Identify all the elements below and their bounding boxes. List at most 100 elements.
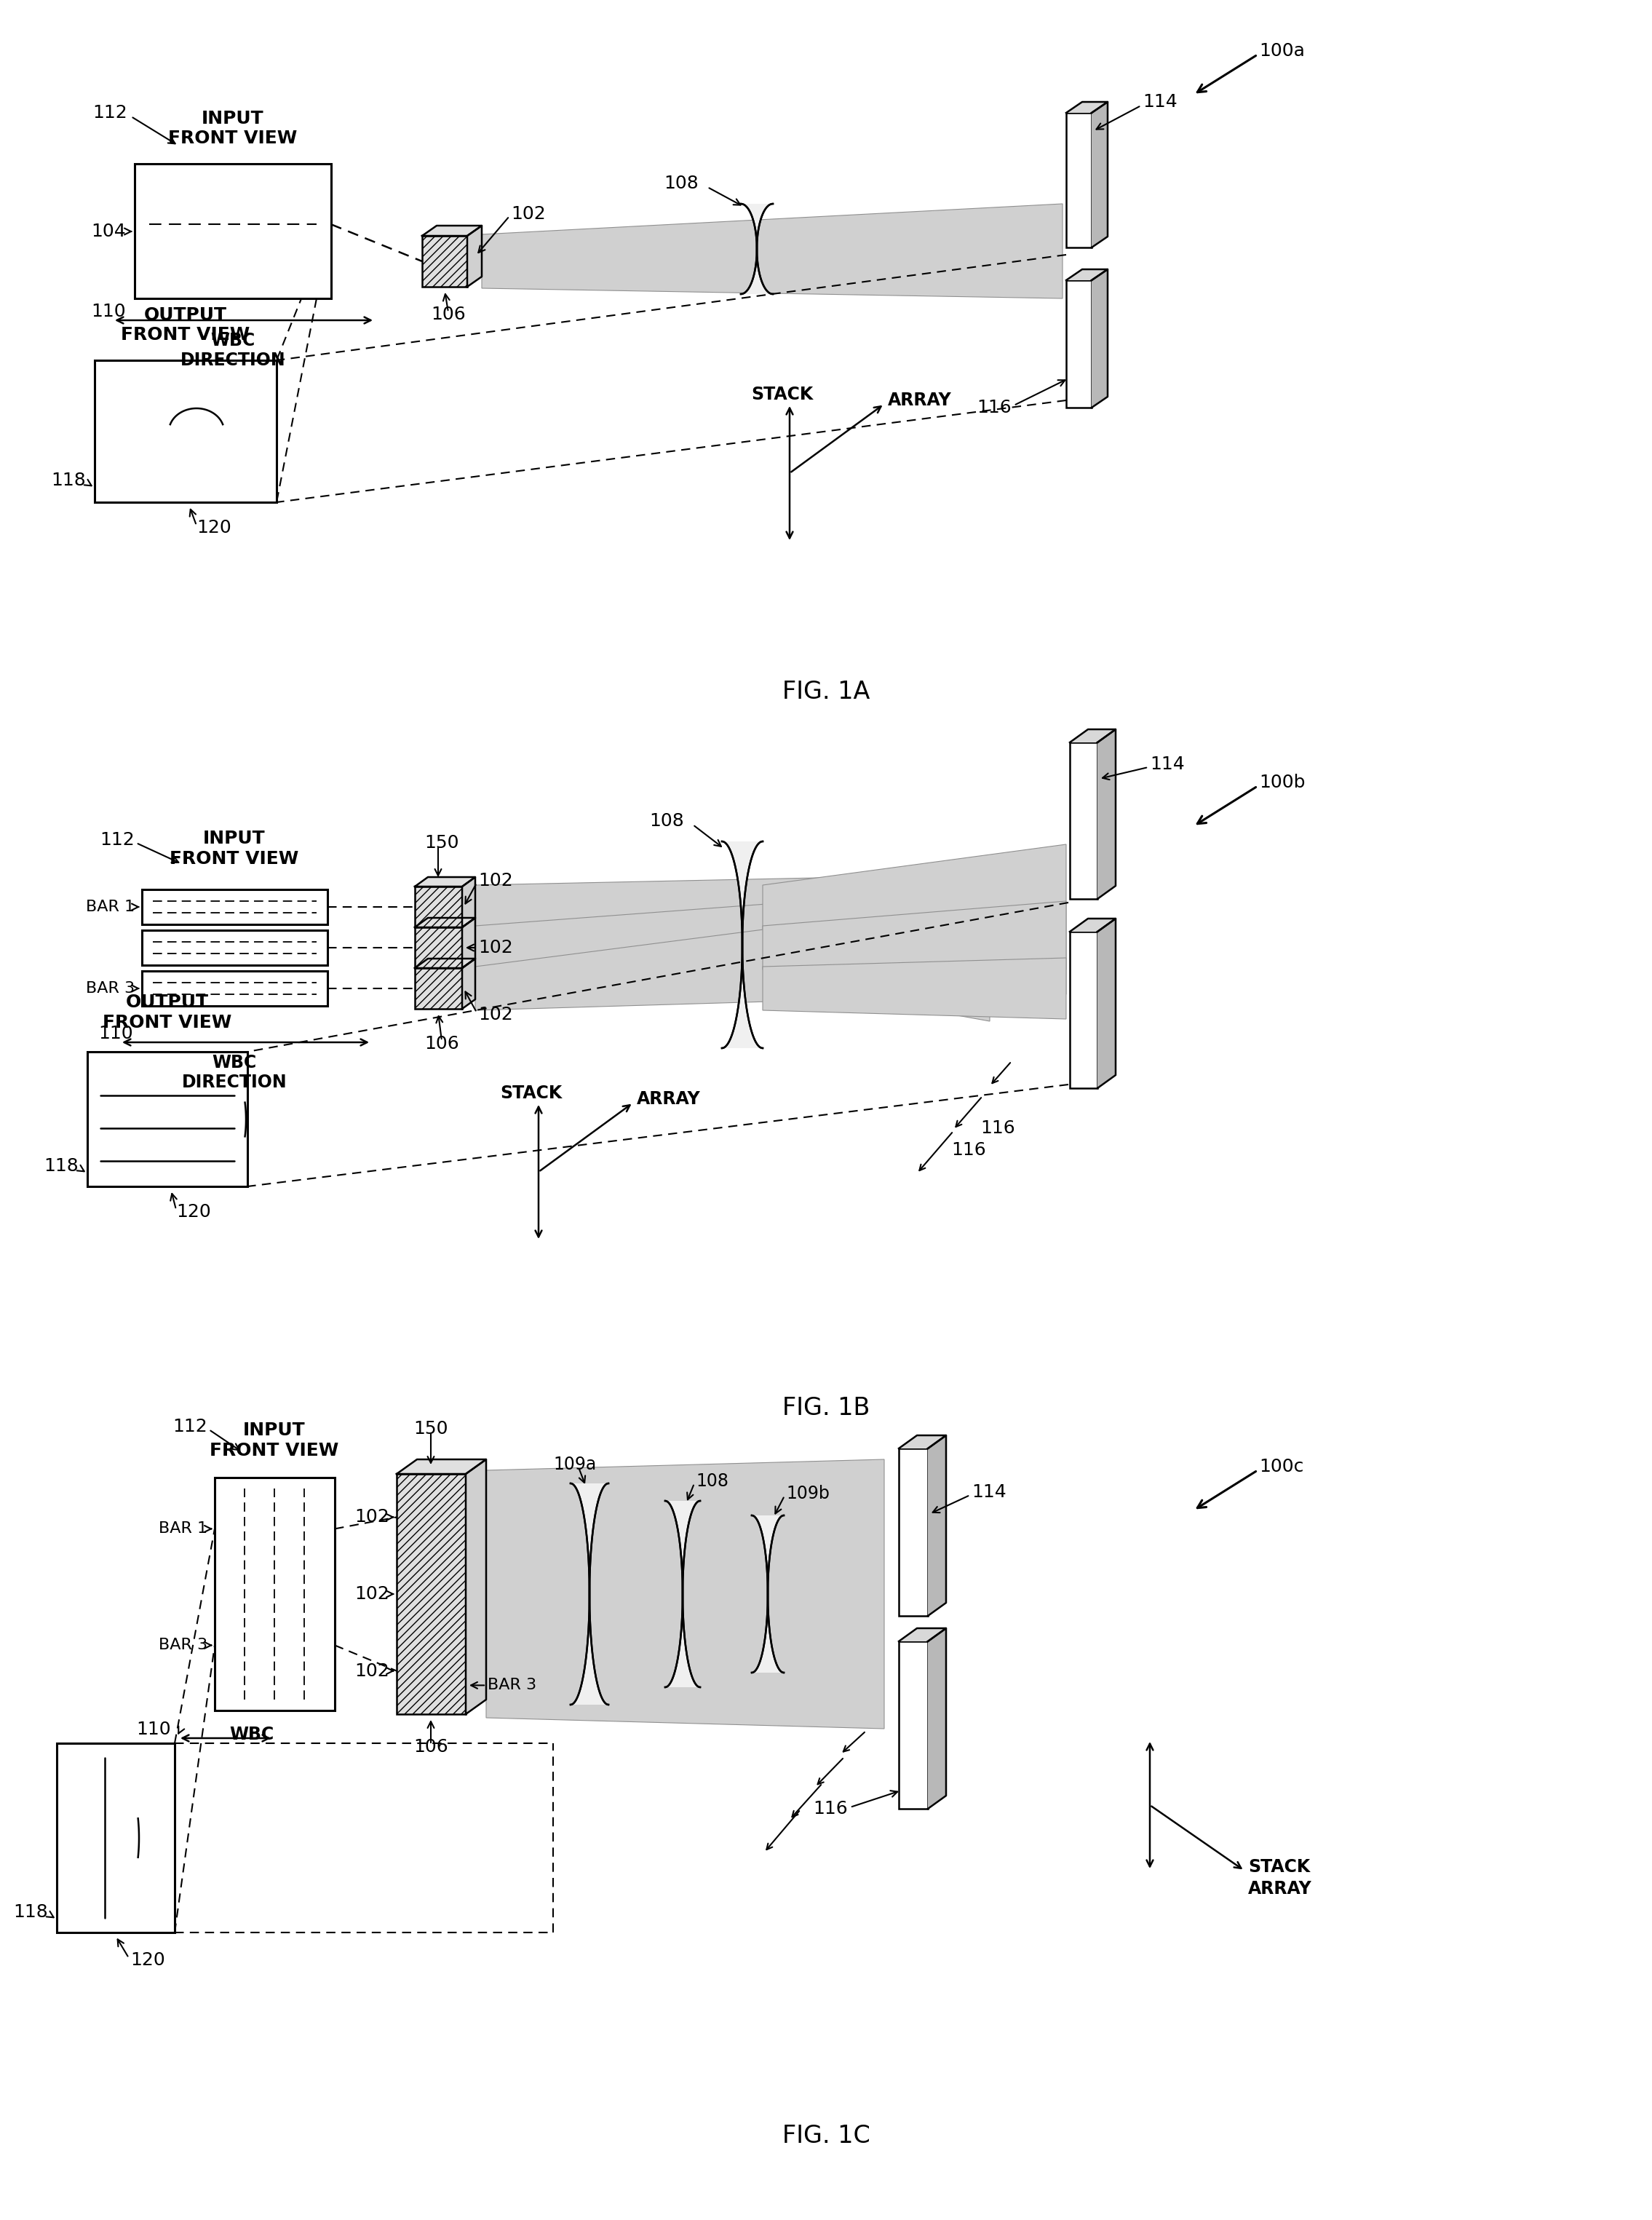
Text: FRONT VIEW: FRONT VIEW: [169, 129, 297, 147]
Bar: [1066, 280, 1092, 408]
Text: 104: 104: [91, 222, 126, 240]
Text: 106: 106: [425, 1035, 459, 1052]
Text: 120: 120: [197, 519, 231, 537]
Text: 114: 114: [1143, 93, 1178, 111]
Text: 100c: 100c: [1259, 1459, 1303, 1476]
Bar: [215, 1479, 335, 1709]
Polygon shape: [476, 875, 990, 1021]
Text: OUTPUT: OUTPUT: [126, 995, 208, 1010]
Text: OUTPUT: OUTPUT: [144, 306, 226, 324]
Text: WBC: WBC: [211, 1054, 256, 1072]
Text: BAR 3: BAR 3: [159, 1638, 208, 1652]
Polygon shape: [899, 1627, 947, 1641]
Text: 108: 108: [695, 1472, 729, 1490]
Text: ARRAY: ARRAY: [1249, 1880, 1312, 1898]
Polygon shape: [423, 226, 482, 235]
Polygon shape: [666, 1501, 700, 1687]
Text: 116: 116: [976, 400, 1011, 417]
Text: BAR 3: BAR 3: [86, 981, 134, 997]
Polygon shape: [763, 957, 1066, 1019]
Polygon shape: [396, 1459, 486, 1474]
Text: 112: 112: [173, 1419, 208, 1436]
Text: 116: 116: [813, 1800, 847, 1818]
Polygon shape: [1066, 269, 1107, 280]
Polygon shape: [466, 1459, 486, 1714]
Bar: [1066, 113, 1092, 246]
Text: STACK: STACK: [752, 386, 813, 404]
Text: 109a: 109a: [553, 1456, 596, 1474]
Text: 112: 112: [99, 830, 134, 848]
Bar: [134, 164, 330, 297]
Polygon shape: [570, 1483, 608, 1705]
Polygon shape: [476, 901, 990, 1010]
Text: BAR 1: BAR 1: [159, 1521, 208, 1536]
Bar: [56, 1743, 175, 1931]
Bar: [899, 1641, 928, 1809]
Bar: [396, 1474, 466, 1714]
Polygon shape: [740, 204, 773, 293]
Text: 106: 106: [431, 306, 466, 324]
Text: INPUT: INPUT: [203, 830, 266, 848]
Bar: [415, 968, 463, 1008]
Text: 102: 102: [477, 872, 512, 890]
Text: 114: 114: [1150, 755, 1184, 773]
Polygon shape: [928, 1436, 947, 1616]
Polygon shape: [463, 917, 476, 968]
Text: 102: 102: [477, 939, 512, 957]
Text: 116: 116: [981, 1119, 1016, 1137]
Bar: [415, 968, 463, 1008]
Text: FIG. 1A: FIG. 1A: [781, 679, 871, 704]
Bar: [1070, 932, 1097, 1088]
Polygon shape: [722, 841, 763, 1048]
Text: 102: 102: [355, 1663, 390, 1681]
Text: 102: 102: [355, 1507, 390, 1525]
Polygon shape: [415, 959, 476, 968]
Text: 100b: 100b: [1259, 775, 1305, 790]
Bar: [142, 890, 327, 924]
Polygon shape: [928, 1627, 947, 1809]
Text: 110: 110: [99, 1026, 134, 1043]
Polygon shape: [1092, 269, 1107, 408]
Text: STACK: STACK: [1249, 1858, 1310, 1876]
Bar: [423, 235, 468, 286]
Polygon shape: [1097, 730, 1115, 899]
Text: DIRECTION: DIRECTION: [182, 1074, 287, 1090]
Text: 109b: 109b: [786, 1485, 829, 1503]
Text: 120: 120: [131, 1951, 165, 1969]
Text: 150: 150: [425, 835, 459, 852]
Text: 112: 112: [93, 104, 127, 122]
Text: 102: 102: [355, 1585, 390, 1603]
Bar: [94, 360, 276, 502]
Polygon shape: [463, 959, 476, 1008]
Text: 118: 118: [45, 1157, 79, 1174]
Text: ARRAY: ARRAY: [636, 1090, 700, 1108]
Polygon shape: [468, 226, 482, 286]
Text: ARRAY: ARRAY: [887, 391, 952, 408]
Text: 118: 118: [51, 471, 86, 488]
Bar: [415, 886, 463, 928]
Text: 106: 106: [413, 1738, 448, 1756]
Text: BAR 1: BAR 1: [86, 899, 134, 915]
Text: FRONT VIEW: FRONT VIEW: [170, 850, 299, 868]
Text: STACK: STACK: [501, 1086, 562, 1101]
Bar: [415, 886, 463, 928]
Bar: [899, 1447, 928, 1616]
Text: 110: 110: [91, 302, 126, 320]
Text: WBC: WBC: [210, 333, 254, 349]
Text: 118: 118: [13, 1903, 48, 1920]
Bar: [423, 235, 468, 286]
Bar: [415, 928, 463, 968]
Text: 100a: 100a: [1259, 42, 1305, 60]
Text: 102: 102: [510, 204, 545, 222]
Text: 110: 110: [137, 1721, 172, 1738]
Polygon shape: [476, 888, 990, 1008]
Polygon shape: [1092, 102, 1107, 246]
Text: WBC: WBC: [230, 1725, 274, 1743]
Text: INPUT: INPUT: [202, 111, 264, 127]
Polygon shape: [1066, 102, 1107, 113]
Polygon shape: [486, 1459, 884, 1729]
Polygon shape: [463, 877, 476, 928]
Polygon shape: [1097, 919, 1115, 1088]
Bar: [1070, 741, 1097, 899]
Text: FIG. 1C: FIG. 1C: [781, 2125, 871, 2149]
